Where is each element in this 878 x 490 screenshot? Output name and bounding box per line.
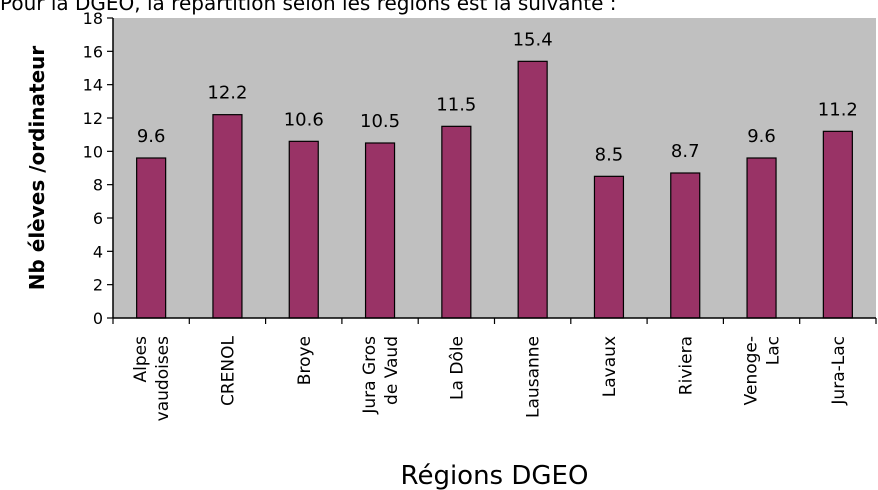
x-tick-label-line: CRENOL	[218, 335, 238, 406]
y-tick-label: 0	[93, 309, 103, 328]
y-tick-label: 14	[83, 76, 103, 95]
x-tick-label-line: Jura-Lac	[829, 336, 849, 406]
data-label: 9.6	[747, 126, 776, 147]
x-tick-label-line: vaudoises	[153, 336, 173, 421]
data-label: 8.5	[595, 144, 624, 165]
y-axis-title: Nb élèves /ordinateur	[25, 46, 49, 291]
bar	[670, 172, 701, 319]
x-tick-label: Lausanne	[524, 336, 544, 418]
y-tick-label: 18	[83, 9, 103, 28]
y-tick-label: 8	[93, 176, 103, 195]
x-tick-label-line: La Dôle	[447, 336, 467, 400]
bar	[136, 157, 167, 319]
x-tick-label: Alpes vaudoises	[131, 336, 173, 421]
x-tick-label: Jura Gros de Vaud	[360, 336, 402, 415]
y-tick-label: 2	[93, 276, 103, 295]
x-tick-label: La Dôle	[447, 336, 467, 400]
data-label: 9.6	[137, 126, 166, 147]
x-axis-title: Régions DGEO	[401, 461, 589, 490]
data-label: 8.7	[671, 141, 700, 162]
y-tick-label: 12	[83, 109, 103, 128]
bar	[212, 114, 243, 319]
x-tick-label-line: Lausanne	[524, 336, 544, 418]
x-tick-label: Riviera	[676, 336, 696, 395]
intro-text: Pour la DGEO, la répartition selon les r…	[0, 0, 617, 15]
x-tick-label: Venoge- Lac	[742, 336, 784, 405]
bar	[746, 157, 777, 319]
y-tick-label: 10	[83, 142, 103, 161]
x-tick-label-line: Jura Gros	[360, 336, 380, 415]
y-tick-label: 16	[83, 42, 103, 61]
x-tick-label-line: Broye	[295, 336, 315, 385]
data-label: 15.4	[513, 29, 553, 50]
data-label: 10.6	[284, 109, 324, 130]
x-tick-label-line: Venoge-	[742, 336, 762, 405]
bar	[441, 125, 472, 319]
x-tick-label-line: Alpes	[131, 336, 151, 383]
y-tick-label: 6	[93, 209, 103, 228]
data-label: 11.5	[436, 94, 476, 115]
y-tick-label: 4	[93, 242, 103, 261]
x-tick-label: Broye	[295, 336, 315, 385]
bar	[593, 175, 625, 319]
y-axis-ticks: 0 2 4 6 8 10 12 14 16 18	[83, 9, 113, 328]
x-tick-label: Lavaux	[600, 336, 620, 397]
x-tick-label-line: de Vaud	[382, 336, 402, 405]
x-tick-label: Jura-Lac	[829, 336, 849, 406]
data-label: 10.5	[360, 111, 400, 132]
bar	[517, 60, 548, 319]
category-labels: Alpes vaudoises CRENOL Broye Jura Gros de Vau…	[131, 335, 849, 421]
bar	[822, 130, 853, 319]
x-axis-ticks	[112, 318, 877, 324]
data-label: 12.2	[207, 83, 247, 104]
x-tick-label-line: Lavaux	[600, 336, 620, 397]
x-tick-label-line: Riviera	[676, 336, 696, 395]
bar	[364, 142, 396, 319]
data-label: 11.2	[818, 99, 858, 120]
value-labels: 9.6 12.2 10.6 10.5 11.5 15.4 8.5 8.7 9.6 11.2	[137, 29, 858, 165]
x-tick-label: CRENOL	[218, 335, 238, 406]
bar	[288, 140, 319, 319]
x-tick-label-line: Lac	[764, 336, 784, 365]
